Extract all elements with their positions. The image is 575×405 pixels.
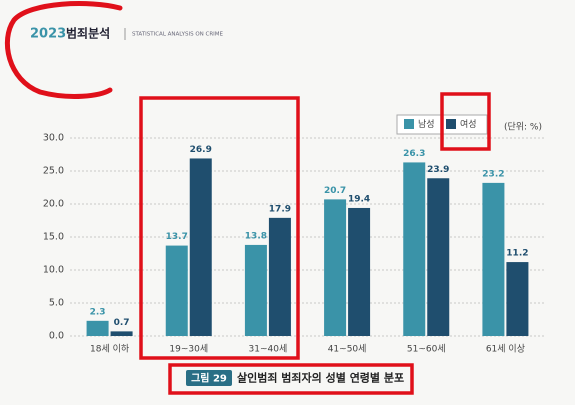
bar [189, 158, 212, 336]
bar [86, 320, 109, 336]
x-tick-label: 41~50세 [328, 344, 367, 355]
legend-label: 남성 [418, 119, 435, 130]
caption-text: 살인범죄 범죄자의 성별 연령별 분포 [237, 371, 404, 385]
caption-badge [186, 370, 232, 386]
y-tick-label: 10.0 [43, 265, 64, 276]
y-tick-label: 5.0 [49, 298, 64, 309]
bar [244, 244, 267, 336]
unit-label: (단위: %) [504, 122, 542, 133]
bar [427, 178, 450, 336]
data-label: 2.3 [90, 307, 106, 317]
bar [506, 262, 529, 336]
legend-swatch [404, 119, 414, 129]
data-label: 23.2 [482, 169, 504, 179]
data-label: 0.7 [114, 318, 130, 328]
bar [165, 245, 188, 336]
highlight-box [168, 363, 414, 395]
hand-circle [4, 1, 123, 99]
header-year: 2023 [30, 27, 66, 42]
x-tick-label: 18세 이하 [90, 344, 130, 355]
x-tick-label: 31~40세 [249, 344, 288, 355]
data-label: 13.7 [166, 232, 188, 242]
y-tick-label: 0.0 [49, 331, 64, 342]
bar [324, 199, 347, 336]
bar [403, 162, 426, 336]
bar [482, 182, 505, 336]
data-label: 23.9 [427, 165, 449, 175]
bar [348, 207, 371, 336]
x-tick-label: 61세 이상 [486, 344, 525, 355]
highlight-box [139, 96, 300, 360]
caption-label: 그림 29 [191, 373, 227, 385]
data-label: 20.7 [324, 186, 346, 196]
highlight-box [440, 92, 491, 151]
bar [268, 217, 291, 336]
legend-label: 여성 [460, 118, 477, 130]
caption: 그림 29 살인범죄 범죄자의 성별 연령별 분포 [186, 370, 404, 386]
header-subtitle: STATISTICAL ANALYSIS ON CRIME [132, 32, 224, 38]
data-label: 17.9 [269, 204, 291, 214]
bar [110, 331, 133, 336]
x-tick-label: 51~60세 [407, 344, 446, 355]
annotations [4, 1, 491, 395]
data-label: 26.3 [403, 149, 425, 159]
data-label: 26.9 [190, 145, 212, 155]
data-label: 13.8 [245, 231, 267, 241]
y-tick-label: 30.0 [43, 133, 64, 144]
y-tick-label: 15.0 [43, 232, 64, 243]
header-title: 범죄분석 [66, 26, 110, 41]
legend-swatch [446, 119, 456, 129]
data-label: 19.4 [348, 194, 370, 204]
y-tick-label: 25.0 [43, 166, 64, 177]
y-tick-label: 20.0 [43, 199, 64, 210]
x-tick-label: 19~30세 [169, 344, 208, 355]
data-label: 11.2 [506, 249, 528, 259]
